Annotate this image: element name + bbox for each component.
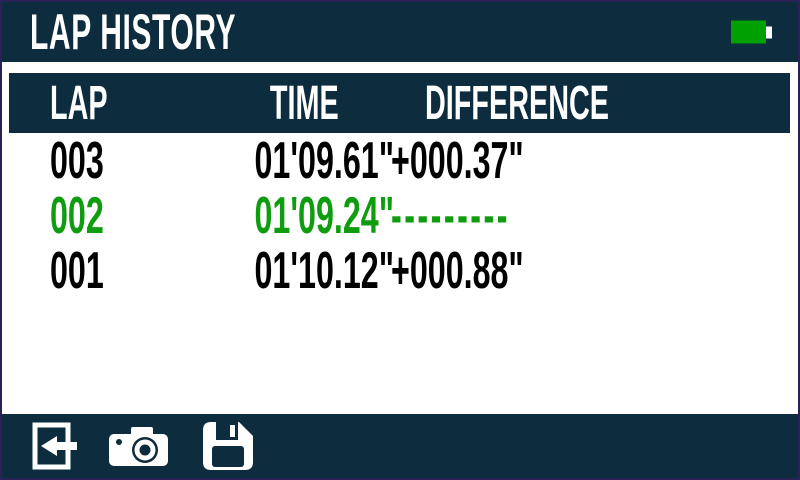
lap-difference: --------- <box>391 186 510 245</box>
column-header-lap: LAP <box>50 76 108 130</box>
table-header-row: LAP TIME DIFFERENCE <box>9 73 790 133</box>
table-row: 001 01'10.12" +000.88" <box>9 243 790 298</box>
save-button[interactable] <box>200 422 256 470</box>
camera-icon <box>109 427 168 466</box>
battery-icon <box>731 20 772 44</box>
lap-time: 01'09.24" <box>254 186 395 245</box>
lap-time: 01'09.61" <box>254 131 395 190</box>
lap-difference: +000.88" <box>391 241 524 300</box>
lap-number: 002 <box>50 186 104 245</box>
exit-button[interactable] <box>30 422 78 470</box>
lap-number: 001 <box>50 241 104 300</box>
lap-number: 003 <box>50 131 104 190</box>
column-header-difference: DIFFERENCE <box>425 76 610 130</box>
table-row: 003 01'09.61" +000.37" <box>9 133 790 188</box>
battery-terminal <box>766 26 772 38</box>
camera-button[interactable] <box>108 425 170 467</box>
table-row-best-lap: 002 01'09.24" --------- <box>9 188 790 243</box>
save-icon <box>203 422 253 470</box>
lap-difference: +000.37" <box>391 131 524 190</box>
lap-time: 01'10.12" <box>254 241 395 300</box>
lap-table: LAP TIME DIFFERENCE 003 01'09.61" +000.3… <box>9 73 790 298</box>
toolbar <box>2 414 798 478</box>
column-header-time: TIME <box>270 76 339 130</box>
battery-level-fill <box>731 20 766 44</box>
page-title: LAP HISTORY <box>30 4 237 60</box>
exit-icon <box>32 422 77 470</box>
titlebar: LAP HISTORY <box>2 2 798 62</box>
